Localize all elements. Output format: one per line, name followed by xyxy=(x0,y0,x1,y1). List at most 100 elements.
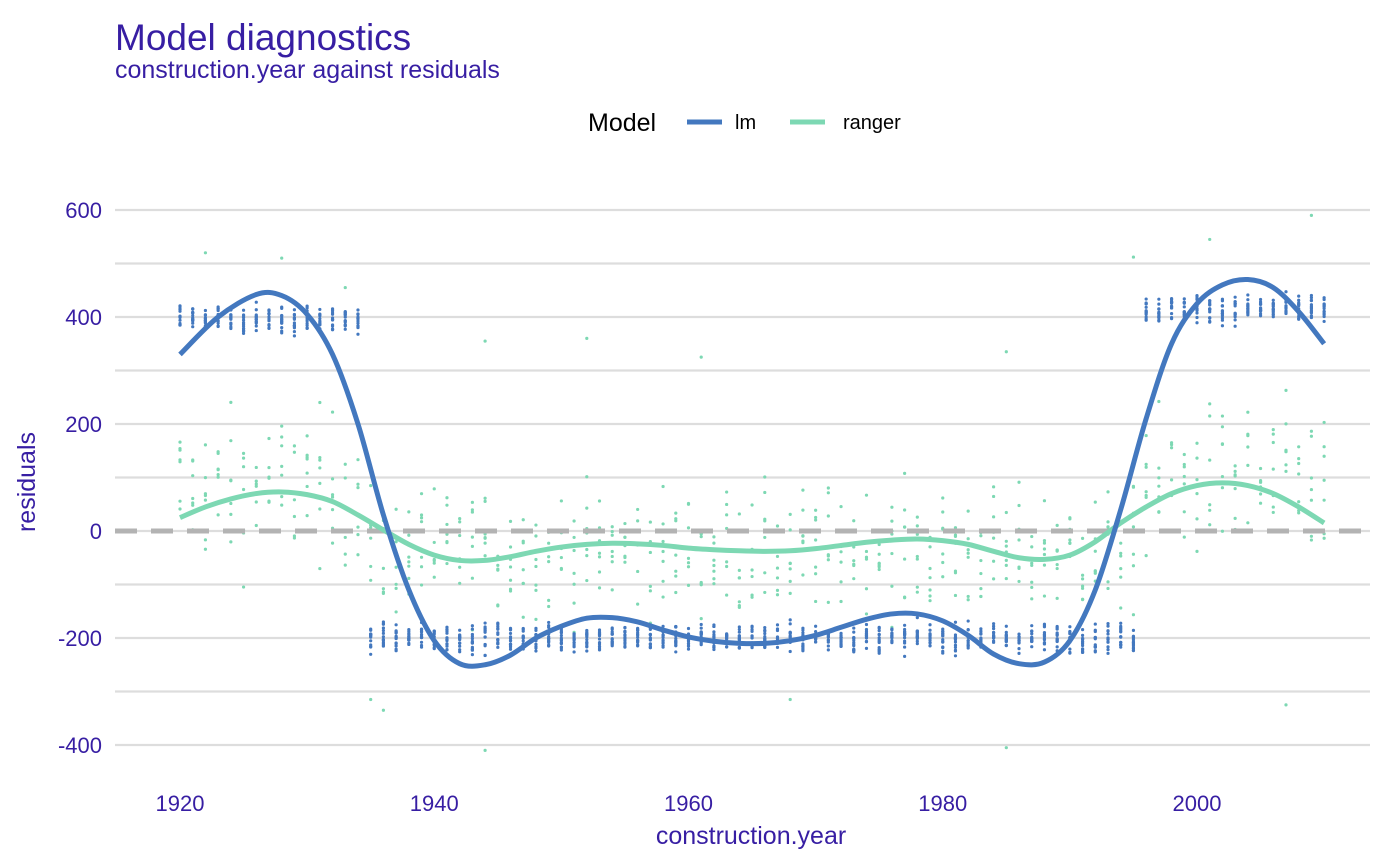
point-ranger xyxy=(1068,541,1072,545)
point-lm xyxy=(953,654,958,658)
point-ranger xyxy=(343,285,347,290)
point-ranger xyxy=(1017,579,1021,584)
point-ranger xyxy=(597,586,602,590)
point-ranger xyxy=(610,588,614,592)
point-lm xyxy=(229,313,233,317)
point-lm xyxy=(1246,304,1250,308)
point-ranger xyxy=(394,610,398,614)
point-ranger xyxy=(1131,564,1136,568)
point-lm xyxy=(1220,316,1225,320)
point-lm xyxy=(356,316,360,320)
point-ranger xyxy=(852,519,856,523)
point-lm xyxy=(330,327,335,332)
point-lm xyxy=(839,641,843,645)
point-lm xyxy=(254,324,258,328)
point-lm xyxy=(1258,301,1263,305)
point-ranger xyxy=(1309,213,1314,217)
point-lm xyxy=(915,615,919,620)
point-lm xyxy=(305,306,309,310)
point-ranger xyxy=(674,511,678,515)
point-ranger xyxy=(229,501,233,506)
point-ranger xyxy=(216,468,220,472)
point-lm xyxy=(915,629,919,633)
point-lm xyxy=(178,314,182,318)
point-lm xyxy=(572,637,576,641)
point-lm xyxy=(737,634,741,638)
point-lm xyxy=(1309,309,1314,314)
point-lm xyxy=(1284,307,1288,311)
point-ranger xyxy=(203,251,208,255)
point-lm xyxy=(1080,639,1085,643)
point-ranger xyxy=(483,496,487,500)
point-ranger xyxy=(229,512,233,516)
point-ranger xyxy=(1144,490,1148,494)
point-lm xyxy=(1030,624,1034,628)
point-ranger xyxy=(1182,535,1186,539)
point-lm xyxy=(216,305,220,309)
point-lm xyxy=(1322,319,1326,324)
point-ranger xyxy=(1208,508,1212,512)
point-ranger xyxy=(953,526,958,530)
point-lm xyxy=(394,647,398,651)
point-ranger xyxy=(1195,517,1199,521)
point-ranger xyxy=(788,561,792,566)
point-lm xyxy=(941,651,945,655)
point-ranger xyxy=(814,599,818,604)
point-lm xyxy=(1246,298,1250,302)
point-ranger xyxy=(432,575,436,579)
point-ranger xyxy=(254,500,258,504)
point-ranger xyxy=(1297,500,1301,504)
x-axis-title: construction.year xyxy=(656,822,846,850)
point-lm xyxy=(534,644,538,649)
point-ranger xyxy=(1106,586,1110,591)
point-lm xyxy=(928,636,932,640)
point-lm xyxy=(1030,645,1034,649)
point-ranger xyxy=(674,553,678,557)
point-lm xyxy=(1131,649,1136,653)
point-ranger xyxy=(801,508,805,512)
point-ranger xyxy=(1258,480,1263,484)
point-lm xyxy=(941,637,945,642)
point-ranger xyxy=(572,601,576,605)
point-lm xyxy=(1297,294,1301,298)
point-ranger xyxy=(953,534,958,539)
point-lm xyxy=(381,620,385,624)
point-lm xyxy=(775,637,780,641)
point-lm xyxy=(979,627,983,631)
point-ranger xyxy=(737,568,741,573)
point-lm xyxy=(775,645,780,650)
point-lm xyxy=(1119,630,1123,634)
point-ranger xyxy=(864,549,869,554)
point-ranger xyxy=(686,561,691,565)
point-lm xyxy=(267,311,271,316)
point-lm xyxy=(1195,321,1199,325)
point-ranger xyxy=(585,553,589,558)
point-ranger xyxy=(483,339,487,343)
point-lm xyxy=(699,626,703,630)
point-lm xyxy=(458,650,462,654)
point-lm xyxy=(292,308,297,312)
point-lm xyxy=(330,317,335,322)
x-tick-label: 1920 xyxy=(156,791,205,816)
point-lm xyxy=(839,636,843,640)
point-ranger xyxy=(763,535,767,540)
point-ranger xyxy=(267,475,271,479)
x-tick-label: 1980 xyxy=(918,791,967,816)
point-ranger xyxy=(992,515,996,519)
point-lm xyxy=(750,634,754,638)
point-ranger xyxy=(636,602,640,606)
point-ranger xyxy=(241,451,246,456)
point-lm xyxy=(1182,297,1186,301)
point-ranger xyxy=(496,568,500,572)
point-lm xyxy=(877,629,881,633)
point-lm xyxy=(280,314,284,318)
point-lm xyxy=(826,635,830,639)
point-lm xyxy=(1144,297,1148,301)
point-ranger xyxy=(1284,703,1288,707)
point-lm xyxy=(407,628,411,632)
point-ranger xyxy=(1246,434,1250,438)
point-ranger xyxy=(1271,510,1275,515)
point-lm xyxy=(623,629,627,633)
point-ranger xyxy=(432,487,436,491)
point-ranger xyxy=(1017,480,1021,484)
